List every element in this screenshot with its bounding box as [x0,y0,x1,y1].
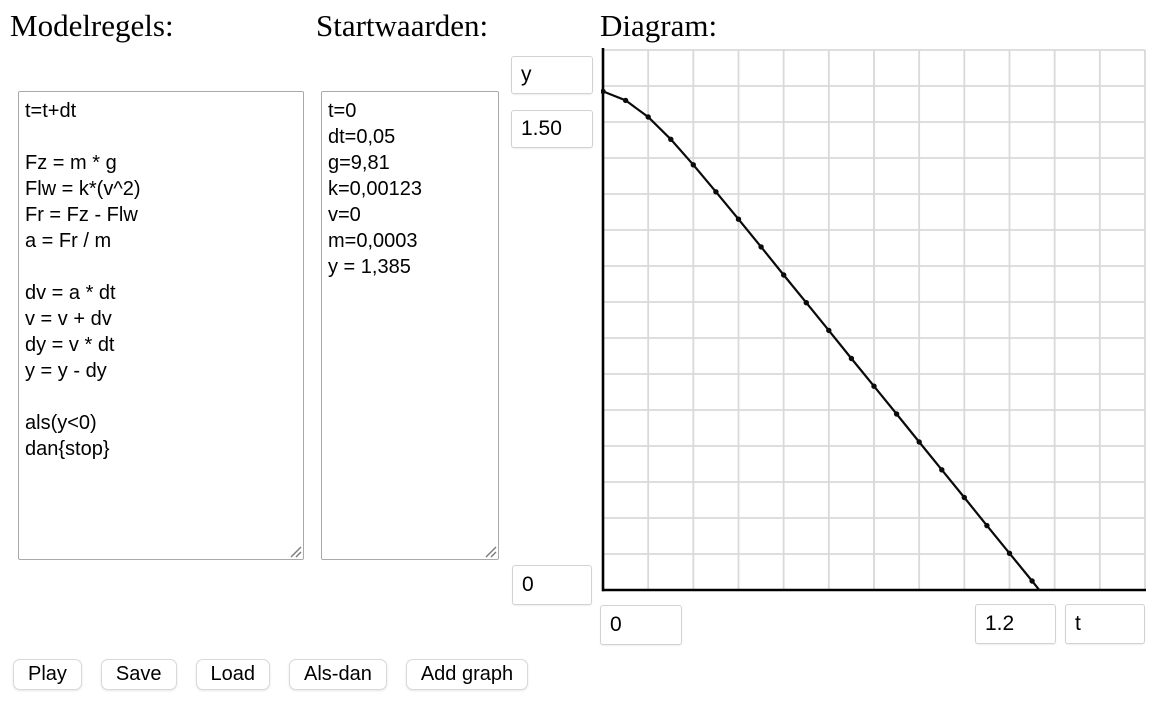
resize-grip-icon[interactable] [482,543,497,558]
add-graph-button[interactable]: Add graph [405,659,529,690]
model-rules-heading: Modelregels: [10,8,174,43]
model-rules-editor [18,91,304,560]
start-values-textarea[interactable] [321,91,499,560]
load-button[interactable]: Load [195,659,270,690]
y-axis-max-input[interactable] [511,110,593,148]
x-axis-min-input[interactable] [600,605,682,645]
x-axis-label-input[interactable] [1065,604,1145,644]
als-dan-button[interactable]: Als-dan [289,659,387,690]
diagram-plot [601,48,1146,592]
resize-grip-icon[interactable] [287,543,302,558]
diagram-heading: Diagram: [600,8,718,43]
save-button[interactable]: Save [100,659,177,690]
play-button[interactable]: Play [13,659,82,690]
y-axis-min-input[interactable] [512,565,592,605]
x-axis-max-input[interactable] [975,604,1056,644]
model-rules-textarea[interactable] [18,91,304,560]
y-axis-label-input[interactable] [511,56,593,94]
start-values-editor [321,91,499,560]
toolbar: Play Save Load Als-dan Add graph [13,659,529,690]
start-values-heading: Startwaarden: [316,8,489,43]
